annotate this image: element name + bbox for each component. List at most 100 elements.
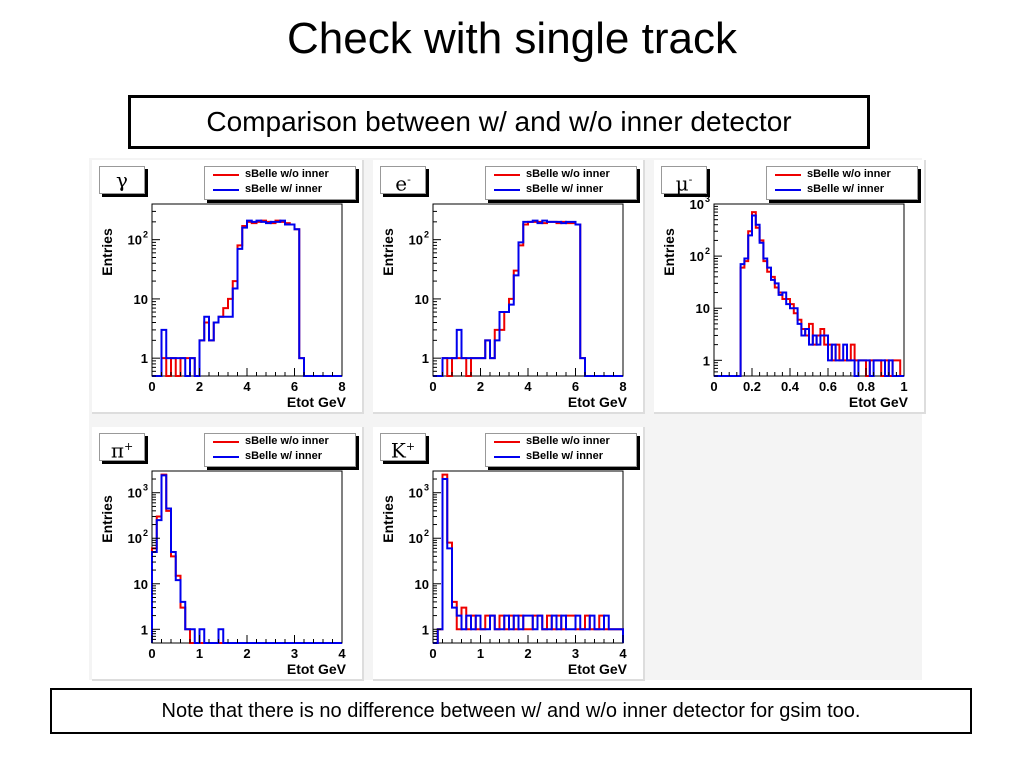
y-tick-label: 1 — [141, 351, 148, 366]
histogram-panel-muon: 0 0.2 0.4 0.6 0.8 1 1 10 10 2 10 3 μ-sBelle w/o inne… — [654, 160, 926, 414]
x-tick-label: 0.4 — [781, 379, 800, 394]
plot-frame — [151, 470, 343, 644]
x-tick-label: 3 — [291, 646, 298, 661]
particle-charge: - — [688, 173, 693, 186]
series-line-w-inner — [433, 478, 624, 644]
legend-entry: sBelle w/o inner — [490, 435, 636, 450]
histogram-panel-kaon: 0 1 2 3 4 1 10 10 2 10 3 K+ sBelle w/o inner sBelle w… — [373, 427, 645, 681]
legend-swatch — [213, 174, 239, 176]
legend: sBelle w/o inner sBelle w/ inner — [766, 166, 918, 200]
x-tick-label: 1 — [477, 646, 484, 661]
particle-symbol: e — [395, 171, 408, 196]
x-axis-label: Etot GeV — [286, 394, 346, 410]
legend-label: sBelle w/ inner — [245, 183, 323, 195]
y-tick-label: 10 — [128, 486, 142, 501]
y-tick-label: 10 — [134, 577, 148, 592]
y-tick-label: 10 — [134, 292, 148, 307]
x-tick-label: 2 — [524, 646, 531, 661]
x-tick-label: 4 — [619, 646, 627, 661]
particle-charge: - — [407, 173, 411, 186]
y-tick-exponent: 3 — [143, 483, 148, 493]
legend-label: sBelle w/ inner — [526, 450, 604, 462]
y-axis-label: Entries — [380, 495, 396, 543]
legend-entry: sBelle w/ inner — [771, 183, 917, 198]
x-tick-label: 4 — [338, 646, 346, 661]
legend-label: sBelle w/o inner — [807, 168, 891, 180]
legend-entry: sBelle w/o inner — [490, 168, 636, 183]
plot-frame — [432, 470, 624, 644]
plot-frame — [713, 203, 905, 377]
y-tick-label: 10 — [128, 233, 142, 248]
y-tick-label: 10 — [415, 292, 429, 307]
legend-entry: sBelle w/ inner — [209, 183, 355, 198]
x-tick-label: 0 — [710, 379, 717, 394]
particle-label: K+ — [380, 433, 426, 463]
particle-symbol: γ — [116, 168, 128, 192]
x-tick-label: 0.6 — [819, 379, 837, 394]
particle-symbol: μ — [675, 171, 689, 196]
y-tick-exponent: 3 — [424, 483, 429, 493]
x-tick-label: 1 — [900, 379, 907, 394]
series-line-w-inner — [152, 219, 342, 377]
y-tick-label: 1 — [141, 622, 148, 637]
legend-swatch — [494, 189, 520, 191]
legend: sBelle w/o inner sBelle w/ inner — [485, 166, 637, 200]
legend-label: sBelle w/o inner — [526, 168, 610, 180]
legend-entry: sBelle w/o inner — [771, 168, 917, 183]
x-axis-label: Etot GeV — [848, 394, 908, 410]
y-axis-label: Entries — [380, 228, 396, 276]
x-tick-label: 6 — [291, 379, 298, 394]
x-axis-label: Etot GeV — [567, 661, 627, 677]
y-tick-label: 10 — [409, 531, 423, 546]
y-tick-exponent: 2 — [424, 230, 429, 240]
legend-entry: sBelle w/ inner — [209, 450, 355, 465]
particle-symbol: π — [110, 438, 124, 463]
particle-label: e- — [380, 166, 426, 196]
legend-swatch — [775, 189, 801, 191]
x-tick-label: 0 — [148, 646, 155, 661]
series-line-w-inner — [714, 214, 904, 377]
legend: sBelle w/o inner sBelle w/ inner — [204, 433, 356, 467]
legend-entry: sBelle w/o inner — [209, 168, 355, 183]
y-tick-exponent: 3 — [705, 194, 710, 204]
legend-label: sBelle w/ inner — [807, 183, 885, 195]
y-tick-exponent: 2 — [143, 230, 148, 240]
x-tick-label: 8 — [338, 379, 345, 394]
legend-entry: sBelle w/o inner — [209, 435, 355, 450]
y-tick-label: 10 — [128, 531, 142, 546]
legend-swatch — [213, 189, 239, 191]
x-tick-label: 8 — [619, 379, 626, 394]
x-tick-label: 2 — [243, 646, 250, 661]
legend-label: sBelle w/o inner — [245, 168, 329, 180]
legend-label: sBelle w/o inner — [526, 435, 610, 447]
y-tick-label: 1 — [703, 353, 710, 368]
x-tick-label: 0 — [429, 379, 436, 394]
legend-label: sBelle w/ inner — [526, 183, 604, 195]
legend: sBelle w/o inner sBelle w/ inner — [485, 433, 637, 467]
y-tick-exponent: 2 — [143, 528, 148, 538]
series-line-w-inner — [433, 219, 623, 377]
x-tick-label: 0 — [429, 646, 436, 661]
y-tick-label: 1 — [422, 351, 429, 366]
y-tick-label: 10 — [696, 301, 710, 316]
legend-swatch — [494, 441, 520, 443]
y-tick-label: 10 — [690, 249, 704, 264]
histogram-panel-pion: 0 1 2 3 4 1 10 10 2 10 3 π+ sBelle w/o inner sBelle w… — [92, 427, 364, 681]
y-tick-label: 10 — [690, 197, 704, 212]
x-axis-label: Etot GeV — [567, 394, 627, 410]
y-tick-label: 1 — [422, 622, 429, 637]
legend: sBelle w/o inner sBelle w/ inner — [204, 166, 356, 200]
legend-swatch — [213, 441, 239, 443]
x-axis-label: Etot GeV — [286, 661, 346, 677]
y-axis-label: Entries — [661, 228, 677, 276]
y-tick-exponent: 2 — [424, 528, 429, 538]
x-tick-label: 0.8 — [857, 379, 875, 394]
x-tick-label: 0.2 — [743, 379, 761, 394]
legend-label: sBelle w/o inner — [245, 435, 329, 447]
y-tick-label: 10 — [415, 577, 429, 592]
particle-symbol: K — [390, 438, 406, 463]
